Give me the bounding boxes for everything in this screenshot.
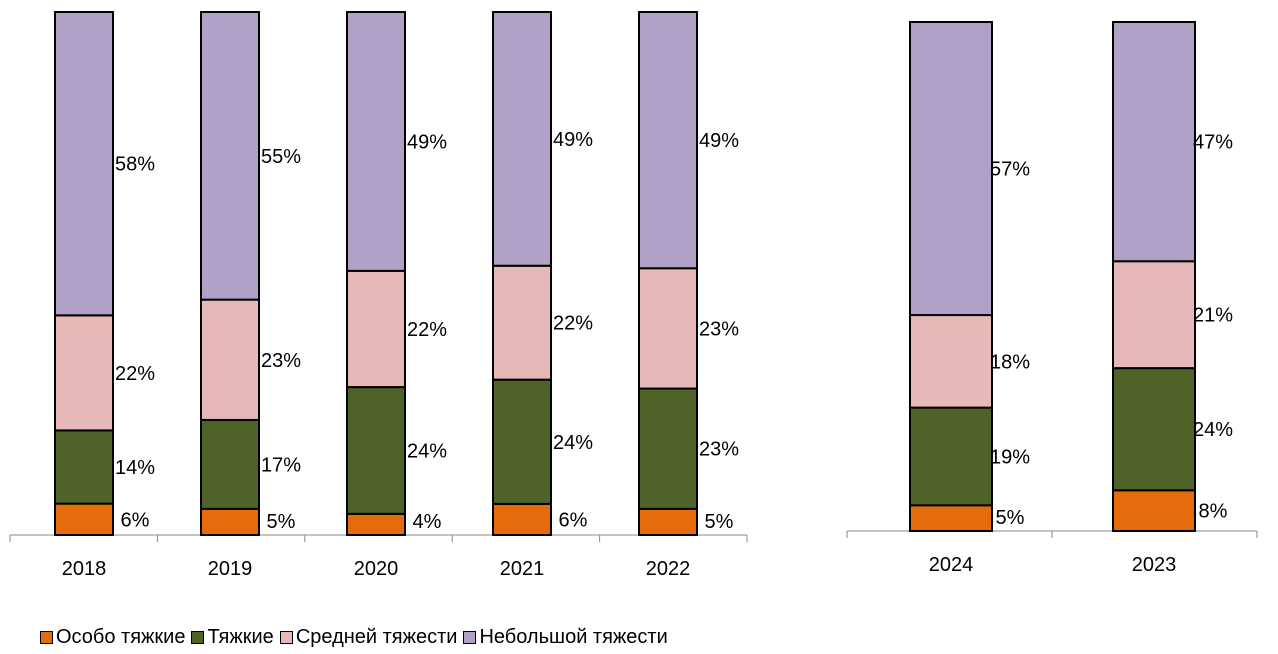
chart1-bar-2020-minor <box>346 11 406 272</box>
chart1-data-label-2018-grave: 14% <box>115 457 155 479</box>
chart1-data-label-2020-minor: 49% <box>407 131 447 153</box>
chart1-x-tick-label-2020: 2020 <box>354 558 399 580</box>
chart1-data-label-2022-grave: 23% <box>699 439 739 461</box>
chart2-data-label-2024-especially-grave: 5% <box>996 507 1025 529</box>
chart1-bar-2019-especially-grave <box>200 507 260 537</box>
chart1-x-tick-label-2018: 2018 <box>62 558 107 580</box>
chart1-bar-2021-especially-grave <box>492 502 552 537</box>
legend-swatch-grave <box>191 631 205 644</box>
chart1-bar-2020-grave <box>346 386 406 515</box>
chart1-bar-2018-medium <box>54 314 114 432</box>
legend: Особо тяжкие Тяжкие Средней тяжести Небо… <box>40 626 674 649</box>
chart1-bar-2022-grave <box>638 387 698 510</box>
chart1-bar-2021-medium <box>492 264 552 381</box>
chart1-data-label-2021-grave: 24% <box>553 432 593 454</box>
chart2-bar-2023-medium <box>1112 260 1196 370</box>
chart2-bar-2024-especially-grave <box>909 504 993 533</box>
chart1-data-label-2018-minor: 58% <box>115 154 155 176</box>
legend-label-minor: Небольшой тяжести <box>479 626 668 648</box>
chart1-data-label-2019-especially-grave: 5% <box>267 511 296 533</box>
chart2-x-tick-label-2024: 2024 <box>929 554 974 576</box>
legend-swatch-medium <box>279 631 293 644</box>
chart1-data-label-2018-especially-grave: 6% <box>121 509 150 531</box>
chart1-x-tick-label-2019: 2019 <box>208 558 253 580</box>
chart1-bar-2021-grave <box>492 378 552 505</box>
chart1-bar-2018-grave <box>54 429 114 505</box>
legend-item-especially-grave: Особо тяжкие <box>40 626 185 649</box>
legend-swatch-especially-grave <box>40 631 53 644</box>
chart2-data-label-2024-minor: 57% <box>990 159 1030 181</box>
legend-label-grave: Тяжкие <box>207 626 274 648</box>
chart1-bar-2019-medium <box>200 298 260 421</box>
chart1-data-label-2018-medium: 22% <box>115 363 155 385</box>
chart2-bar-2024-grave <box>909 406 993 507</box>
chart1-data-label-2021-medium: 22% <box>553 313 593 335</box>
chart1-bar-2020-medium <box>346 269 406 389</box>
chart1-data-label-2020-grave: 24% <box>407 440 447 462</box>
chart1-x-tick-label-2021: 2021 <box>500 558 545 580</box>
chart2-data-label-2023-grave: 24% <box>1193 419 1233 441</box>
chart2-bar-2023-minor <box>1112 21 1196 263</box>
chart1-data-label-2019-medium: 23% <box>261 350 301 372</box>
chart1-bar-2018-minor <box>54 11 114 317</box>
chart1-bar-2020-especially-grave <box>346 512 406 537</box>
chart1-bar-2019-grave <box>200 418 260 510</box>
chart1-data-label-2022-minor: 49% <box>699 130 739 152</box>
chart1-bar-2021-minor <box>492 11 552 267</box>
chart2-bar-2023-grave <box>1112 367 1196 492</box>
chart1-data-label-2019-grave: 17% <box>261 454 301 476</box>
chart1-x-tick-label-2022: 2022 <box>646 558 691 580</box>
chart2-data-label-2024-medium: 18% <box>990 351 1030 373</box>
chart2-bar-2024-medium <box>909 314 993 409</box>
chart2-data-label-2023-especially-grave: 8% <box>1199 501 1228 523</box>
legend-item-medium: Средней тяжести <box>279 626 458 649</box>
chart1-bar-2019-minor <box>200 11 260 301</box>
chart2-data-label-2023-minor: 47% <box>1193 132 1233 154</box>
chart1-data-label-2020-medium: 22% <box>407 319 447 341</box>
legend-label-medium: Средней тяжести <box>295 626 458 648</box>
chart1-data-label-2019-minor: 55% <box>261 146 301 168</box>
legend-swatch-minor <box>463 631 477 644</box>
legend-label-especially-grave: Особо тяжкие <box>56 626 186 648</box>
chart1-bar-2018-especially-grave <box>54 502 114 536</box>
chart2-bar-2023-especially-grave <box>1112 489 1196 532</box>
chart2-data-label-2024-grave: 19% <box>990 446 1030 468</box>
chart2-data-label-2023-medium: 21% <box>1193 305 1233 327</box>
chart1-bar-2022-minor <box>638 11 698 270</box>
chart1-bar-2022-medium <box>638 267 698 390</box>
chart2-bar-2024-minor <box>909 21 993 317</box>
chart1-data-label-2021-minor: 49% <box>553 129 593 151</box>
legend-item-grave: Тяжкие <box>191 626 274 649</box>
chart2-x-tick-label-2023: 2023 <box>1132 554 1177 576</box>
chart1-data-label-2022-medium: 23% <box>699 318 739 340</box>
chart1-data-label-2022-especially-grave: 5% <box>705 511 734 533</box>
chart1-data-label-2020-especially-grave: 4% <box>413 511 442 533</box>
chart1-data-label-2021-especially-grave: 6% <box>559 509 588 531</box>
chart1-bar-2022-especially-grave <box>638 507 698 537</box>
legend-item-minor: Небольшой тяжести <box>463 626 668 649</box>
